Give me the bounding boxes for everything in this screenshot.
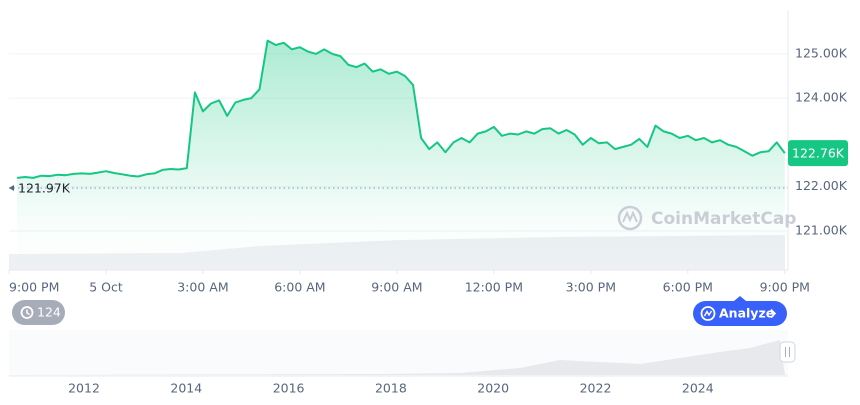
x-tick-label: 9:00 PM [9,280,59,295]
x-tick-label: 3:00 PM [566,280,616,295]
watermark: CoinMarketCap [617,205,796,231]
analyze-button[interactable]: Analyze [693,296,787,326]
x-tick-label: 5 Oct [89,280,123,295]
x-tick-label: 9:00 AM [371,280,422,295]
y-tick-label: 122.00K [795,178,848,193]
overview-label: 2016 [273,381,305,396]
current-price-badge [788,140,848,167]
x-tick-label: 6:00 AM [274,280,325,295]
x-tick-label: 3:00 AM [177,280,228,295]
analyze-label: Analyze [719,306,774,321]
x-tick-label: 9:00 PM [760,280,810,295]
open-price-pointer [9,185,14,192]
current-price-label: 122.76K [792,146,845,161]
overview-label: 2018 [375,381,407,396]
y-tick-label: 121.00K [795,223,848,238]
y-tick-label: 124.00K [795,90,848,105]
overview-label: 2022 [580,381,612,396]
open-price-label: 121.97K [18,181,71,196]
watermark-text: CoinMarketCap [651,209,796,229]
x-tick-label: 6:00 PM [663,280,713,295]
overview-handle[interactable] [779,341,796,363]
history-count: 124 [37,305,61,320]
overview-area [9,340,785,375]
price-line [16,39,786,179]
overview-label: 2024 [682,381,714,396]
overview-label: 2012 [68,381,100,396]
x-tick-label: 12:00 PM [465,280,523,295]
price-area [17,40,785,270]
overview-label: 2020 [477,381,509,396]
y-tick-label: 125.00K [795,45,848,60]
overview-label: 2014 [170,381,202,396]
history-pill[interactable]: 124 [12,300,65,325]
